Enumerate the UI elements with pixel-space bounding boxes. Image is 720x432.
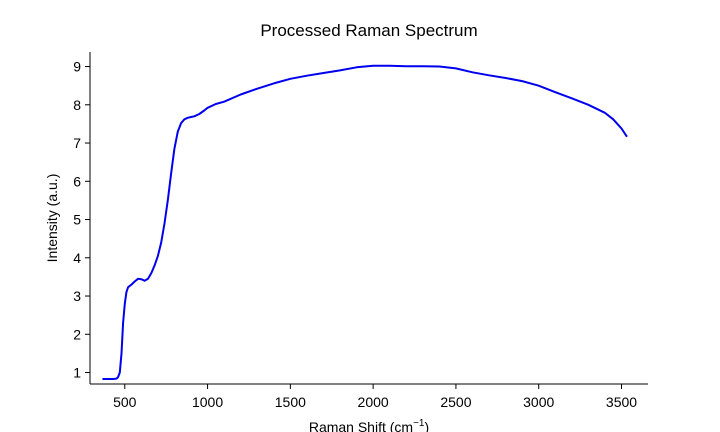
y-tick-label: 8 bbox=[73, 97, 81, 113]
x-tick-label: 3500 bbox=[606, 394, 637, 410]
x-tick-label: 2000 bbox=[358, 394, 389, 410]
y-tick-label: 7 bbox=[73, 135, 81, 151]
y-tick-label: 3 bbox=[73, 288, 81, 304]
x-axis-label-superscript: −1 bbox=[413, 418, 425, 429]
x-tick-label: 500 bbox=[113, 394, 137, 410]
x-axis-label: Raman Shift (cm−1) bbox=[309, 418, 429, 432]
x-tick-label: 1000 bbox=[192, 394, 223, 410]
x-axis-label-main: Raman Shift (cm bbox=[309, 419, 413, 432]
y-tick-label: 4 bbox=[73, 250, 81, 266]
y-tick-label: 9 bbox=[73, 59, 81, 75]
chart-title: Processed Raman Spectrum bbox=[260, 21, 477, 40]
y-axis-ticks: 1 2 3 4 5 6 7 8 9 bbox=[73, 59, 90, 381]
x-tick-label: 3000 bbox=[523, 394, 554, 410]
y-tick-label: 6 bbox=[73, 173, 81, 189]
x-tick-label: 2500 bbox=[440, 394, 471, 410]
y-tick-label: 2 bbox=[73, 326, 81, 342]
y-axis-label: Intensity (a.u.) bbox=[44, 174, 60, 263]
y-tick-label: 5 bbox=[73, 212, 81, 228]
x-tick-label: 1500 bbox=[275, 394, 306, 410]
x-axis-ticks: 500 1000 1500 2000 2500 3000 3500 bbox=[113, 384, 637, 410]
spectrum-line bbox=[102, 64, 628, 380]
x-axis-label-suffix: ) bbox=[424, 419, 429, 432]
y-tick-label: 1 bbox=[73, 365, 81, 381]
